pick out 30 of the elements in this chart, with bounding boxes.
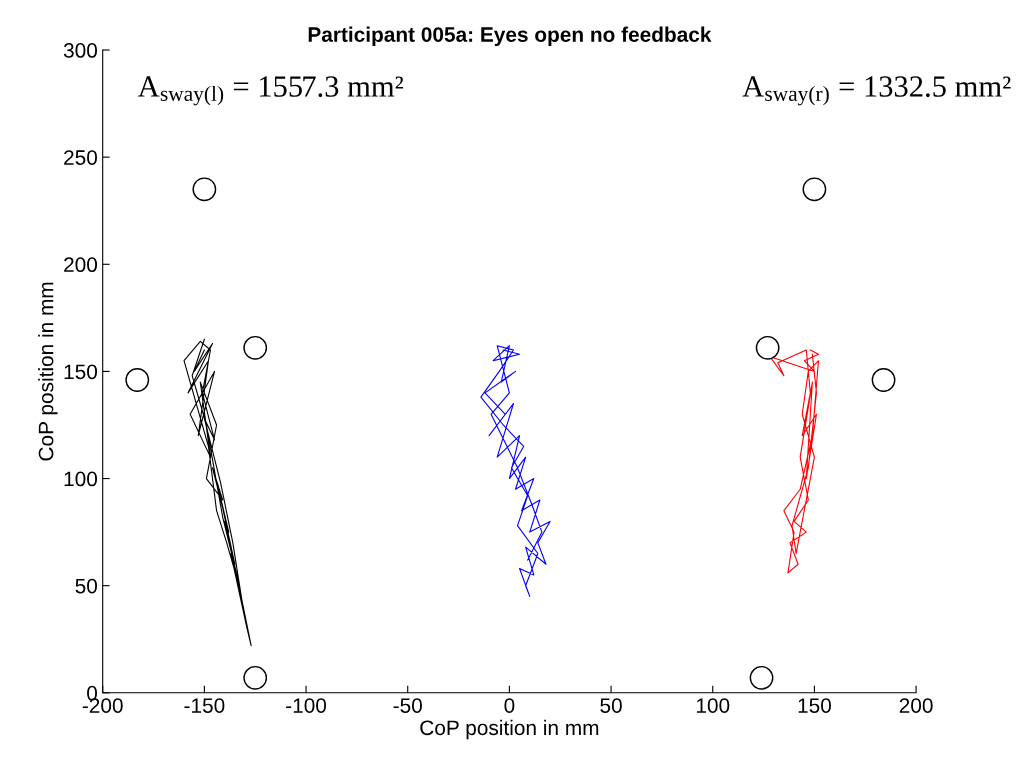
point (125, 368, 150, 392)
y-axis-title: CoP position in mm (38, 282, 58, 461)
x-tick-label: 150 (798, 698, 831, 713)
x-tick-label: 100 (696, 698, 730, 713)
x-tick-label: -50 (393, 698, 422, 713)
chart-title: Participant 005a: Eyes open no feedback (308, 26, 712, 47)
point (871, 368, 896, 392)
y-tick-label: 150 (64, 364, 98, 380)
point (192, 177, 217, 202)
point (243, 335, 268, 360)
x-axis-title: CoP position in mm (420, 719, 599, 740)
point (755, 335, 780, 360)
y-tick-label: 250 (64, 150, 98, 165)
line-series (183, 338, 252, 647)
x-tick-label: 0 (504, 698, 515, 713)
point (749, 665, 774, 690)
point (802, 177, 827, 202)
line-series (480, 345, 551, 597)
line-series (769, 349, 820, 574)
y-tick-label: 200 (64, 257, 98, 273)
x-tick-label: -150 (184, 698, 225, 713)
y-tick-label: 300 (63, 43, 98, 58)
x-tick-label: 200 (899, 698, 933, 713)
annotation: A$_{sway(l)}$ = 1557.3 mm² (137, 76, 404, 106)
annotation: A$_{sway(r)}$ = 1332.5 mm² (742, 76, 1011, 106)
y-tick-label: 100 (64, 471, 98, 487)
point (243, 665, 268, 690)
x-tick-label: 50 (600, 698, 622, 713)
y-tick-label: 50 (75, 578, 98, 594)
x-tick-label: -100 (286, 698, 327, 713)
